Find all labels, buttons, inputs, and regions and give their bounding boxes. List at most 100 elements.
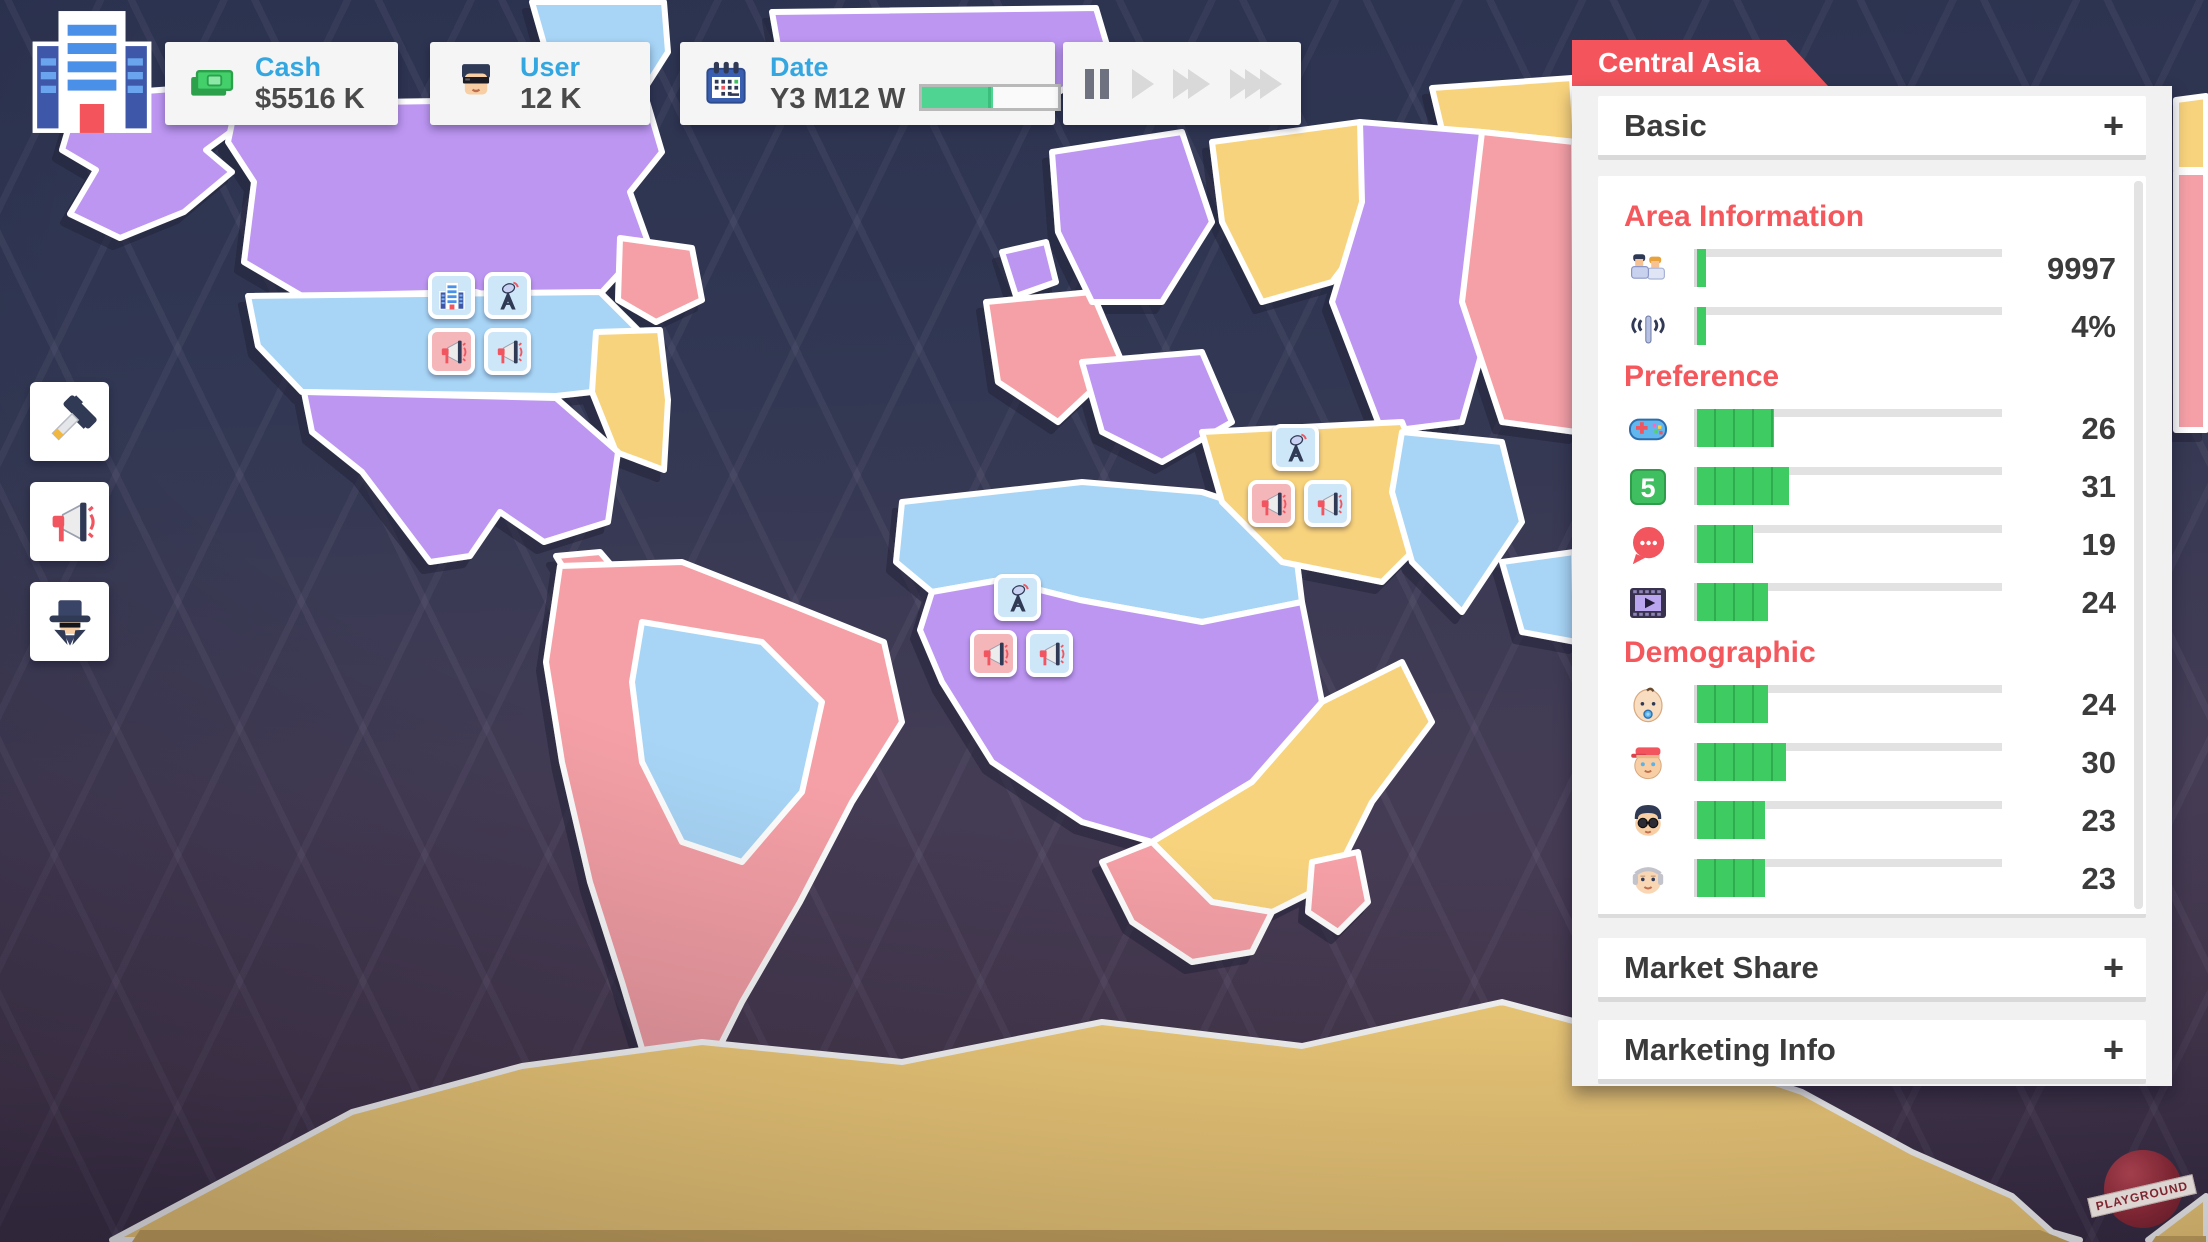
pause-button[interactable] <box>1082 68 1112 99</box>
population-icon <box>1624 245 1672 293</box>
stat-row: 24 <box>1624 578 2116 628</box>
megaphone-icon[interactable] <box>428 328 475 375</box>
accordion-market-share[interactable]: Market Share + <box>1598 938 2146 1002</box>
antenna-tower-icon[interactable] <box>1272 424 1319 471</box>
stat-bar-fill <box>1694 249 1707 287</box>
stat-value: 4% <box>2071 309 2116 344</box>
accordion-market-share-label: Market Share <box>1624 949 1819 985</box>
spy-tool-button[interactable] <box>30 582 109 661</box>
stat-bar-fill <box>1694 307 1707 345</box>
stat-value: 31 <box>2081 469 2116 504</box>
stat-bar-fill <box>1694 685 1768 723</box>
plus-icon[interactable]: + <box>2102 946 2124 988</box>
megaphone-icon[interactable] <box>1026 630 1073 677</box>
stat-bar <box>1694 520 2002 570</box>
sns-icon <box>1624 463 1672 511</box>
stat-row: 26 <box>1624 404 2116 454</box>
hammer-icon <box>41 393 99 451</box>
stat-bar <box>1694 796 2002 846</box>
accordion-marketing-info[interactable]: Marketing Info + <box>1598 1020 2146 1084</box>
cash-label: Cash <box>255 51 322 82</box>
cash-value: $5516 K <box>255 82 365 115</box>
stat-bar-track <box>1694 467 2002 475</box>
stat-bar <box>1694 738 2002 788</box>
stat-value: 19 <box>2081 527 2116 562</box>
megaphone-icon[interactable] <box>970 630 1017 677</box>
office-icon[interactable] <box>428 272 475 319</box>
section-heading: Preference <box>1624 360 1780 393</box>
fast-forward-button[interactable] <box>1173 68 1211 99</box>
video-icon <box>1624 579 1672 627</box>
stat-bar <box>1694 680 2002 730</box>
stat-value: 26 <box>2081 411 2116 446</box>
antenna-tower-icon[interactable] <box>994 574 1041 621</box>
region-title-tab: Central Asia <box>1572 40 1828 86</box>
stat-bar-track <box>1694 859 2002 867</box>
stat-row: 24 <box>1624 680 2116 730</box>
region-title: Central Asia <box>1598 47 1761 78</box>
marketing-tool-button[interactable] <box>30 482 109 561</box>
accordion-marketing-info-label: Marketing Info <box>1624 1031 1836 1067</box>
stat-row: 23 <box>1624 854 2116 904</box>
user-face-icon <box>448 56 504 112</box>
basic-content-card: Area Information 9997 4% Preference 26 31 19 24… <box>1598 176 2146 918</box>
money-icon <box>183 56 239 112</box>
stat-bar-track <box>1694 583 2002 591</box>
date-card: Date Y3 M12 W <box>680 42 1062 125</box>
baby-icon <box>1624 681 1672 729</box>
section-heading: Area Information <box>1624 200 1865 233</box>
stat-row: 4% <box>1624 302 2116 352</box>
build-tool-button[interactable] <box>30 382 109 461</box>
stat-bar-track <box>1694 743 2002 751</box>
plus-icon[interactable]: + <box>2102 104 2124 146</box>
adult-icon <box>1624 797 1672 845</box>
stat-value: 23 <box>2081 861 2116 896</box>
scrollbar[interactable] <box>2134 181 2143 909</box>
megaphone-icon[interactable] <box>1304 480 1351 527</box>
stat-bar <box>1694 244 2002 294</box>
stat-value: 24 <box>2081 687 2116 722</box>
spy-icon <box>41 593 99 651</box>
date-value: Y3 M12 W <box>770 82 906 115</box>
stat-value: 24 <box>2081 585 2116 620</box>
plus-icon[interactable]: + <box>2102 1028 2124 1070</box>
stat-bar-fill <box>1694 743 1787 781</box>
stat-bar-track <box>1694 409 2002 417</box>
megaphone-icon[interactable] <box>1248 480 1295 527</box>
game-icon <box>1624 405 1672 453</box>
section-heading: Demographic <box>1624 636 1816 669</box>
week-progress-fill <box>922 87 994 109</box>
megaphone-icon[interactable] <box>484 328 531 375</box>
stat-bar-track <box>1694 801 2002 809</box>
playground-watermark: PLAYGROUND <box>2087 1150 2197 1236</box>
user-value: 12 K <box>520 82 582 115</box>
stat-bar-fill <box>1694 525 1753 563</box>
play-button[interactable] <box>1131 68 1154 99</box>
date-label: Date <box>770 51 829 82</box>
stat-row: 23 <box>1624 796 2116 846</box>
stat-row: 31 <box>1624 462 2116 512</box>
stat-bar-track <box>1694 525 2002 533</box>
stat-value: 9997 <box>2047 251 2116 286</box>
stat-row: 9997 <box>1624 244 2116 294</box>
region-info-panel: Basic + Area Information 9997 4% Preference… <box>1572 86 2172 1086</box>
stat-bar <box>1694 578 2002 628</box>
stat-bar-fill <box>1694 801 1765 839</box>
user-card: User 12 K <box>430 42 650 125</box>
accordion-basic-label: Basic <box>1624 107 1707 143</box>
fastest-forward-button[interactable] <box>1229 68 1282 99</box>
stat-bar-fill <box>1694 409 1775 447</box>
headquarters-button[interactable] <box>26 8 158 136</box>
stat-row: 30 <box>1624 738 2116 788</box>
cash-card: Cash $5516 K <box>165 42 398 125</box>
stat-bar <box>1694 854 2002 904</box>
teen-icon <box>1624 739 1672 787</box>
stat-sections: Area Information 9997 4% Preference 26 31 19 24… <box>1624 200 2116 904</box>
stat-bar-track <box>1694 685 2002 693</box>
stat-bar <box>1694 462 2002 512</box>
stat-bar <box>1694 302 2002 352</box>
chat-icon <box>1624 521 1672 569</box>
accordion-basic[interactable]: Basic + <box>1598 96 2146 160</box>
antenna-tower-icon[interactable] <box>484 272 531 319</box>
